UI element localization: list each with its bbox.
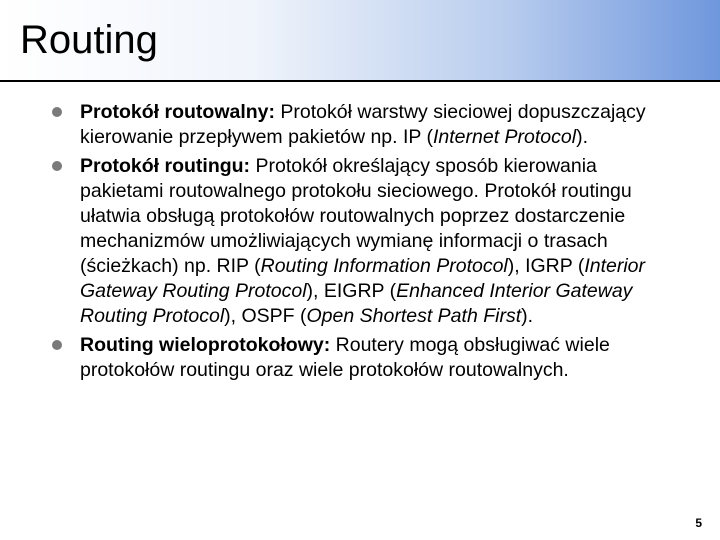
- bullet-text: ).: [521, 305, 533, 327]
- bullet-icon: [52, 107, 62, 117]
- bullet-text: ), EIGRP (: [307, 280, 397, 302]
- slide: Routing Protokół routowalny: Protokół wa…: [0, 0, 720, 540]
- bullet-italic: Internet Protocol: [433, 126, 576, 148]
- bullet-term: Protokół routowalny:: [80, 101, 275, 123]
- bullet-text: ).: [576, 126, 588, 148]
- list-item: Protokół routingu: Protokół określający …: [52, 154, 680, 329]
- bullet-italic: Routing Information Protocol: [261, 255, 508, 277]
- title-bar: Routing: [0, 0, 720, 82]
- slide-content: Protokół routowalny: Protokół warstwy si…: [0, 82, 720, 382]
- bullet-icon: [52, 161, 62, 171]
- bullet-term: Routing wieloprotokołowy:: [80, 334, 330, 356]
- slide-title: Routing: [20, 18, 158, 63]
- list-item: Protokół routowalny: Protokół warstwy si…: [52, 100, 680, 150]
- bullet-list: Protokół routowalny: Protokół warstwy si…: [52, 100, 680, 382]
- page-number: 5: [695, 516, 702, 530]
- bullet-icon: [52, 340, 62, 350]
- bullet-text: ), IGRP (: [508, 255, 585, 277]
- bullet-text: ), OSPF (: [224, 305, 306, 327]
- bullet-italic: Open Shortest Path First: [307, 305, 522, 327]
- bullet-term: Protokół routingu:: [80, 155, 250, 177]
- list-item: Routing wieloprotokołowy: Routery mogą o…: [52, 333, 680, 383]
